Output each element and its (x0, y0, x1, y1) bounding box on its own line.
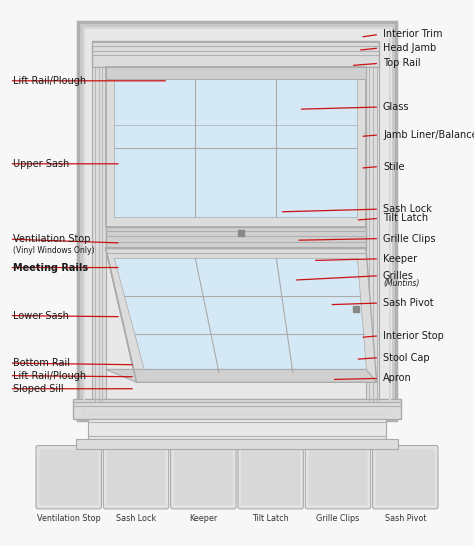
Bar (106, 67, 366, 79)
Text: Interior Trim: Interior Trim (383, 29, 443, 39)
Bar (114, 79, 357, 217)
FancyBboxPatch shape (305, 446, 371, 509)
Text: Apron: Apron (383, 373, 412, 383)
Text: Meeting Rails: Meeting Rails (13, 263, 88, 272)
FancyBboxPatch shape (373, 446, 438, 509)
Bar (366, 67, 379, 401)
Text: Head Jamb: Head Jamb (383, 43, 436, 53)
FancyBboxPatch shape (238, 446, 303, 509)
Bar (92, 67, 106, 401)
Text: (Muntins): (Muntins) (383, 280, 419, 288)
FancyBboxPatch shape (107, 449, 165, 505)
Text: Keeper: Keeper (383, 254, 417, 264)
Text: Ventilation Stop: Ventilation Stop (37, 514, 100, 523)
Bar (78, 22, 396, 420)
Text: Ventilation Stop: Ventilation Stop (13, 234, 91, 244)
Text: Sash Lock: Sash Lock (116, 514, 156, 523)
FancyBboxPatch shape (103, 446, 169, 509)
FancyBboxPatch shape (36, 446, 101, 509)
FancyBboxPatch shape (171, 446, 236, 509)
Text: Sash Pivot: Sash Pivot (383, 298, 434, 308)
Bar (84, 28, 390, 414)
Text: Lift Rail/Plough: Lift Rail/Plough (13, 371, 86, 381)
Text: Sash Lock: Sash Lock (383, 204, 432, 214)
Text: Sash Pivot: Sash Pivot (384, 514, 426, 523)
Text: Lift Rail/Plough: Lift Rail/Plough (13, 76, 86, 86)
Polygon shape (106, 370, 377, 382)
Bar (76, 439, 398, 449)
Text: Lower Sash: Lower Sash (13, 311, 69, 321)
Polygon shape (114, 258, 367, 372)
FancyBboxPatch shape (376, 449, 435, 505)
Polygon shape (106, 248, 377, 382)
Text: Interior Stop: Interior Stop (383, 331, 444, 341)
Polygon shape (106, 248, 375, 382)
Text: Glass: Glass (383, 102, 410, 112)
FancyBboxPatch shape (39, 449, 98, 505)
Text: Top Rail: Top Rail (383, 58, 420, 68)
Bar (78, 22, 396, 420)
Text: Keeper: Keeper (189, 514, 218, 523)
Bar (92, 41, 379, 67)
Text: Upper Sash: Upper Sash (13, 159, 70, 169)
FancyBboxPatch shape (241, 449, 300, 505)
Bar (81, 25, 393, 417)
Text: Jamb Liner/Balance: Jamb Liner/Balance (383, 130, 474, 140)
Bar (88, 419, 386, 439)
Text: Tilt Latch: Tilt Latch (383, 213, 428, 223)
Text: Grille Clips: Grille Clips (383, 234, 436, 244)
Bar (106, 67, 366, 227)
Text: Sloped Sill: Sloped Sill (13, 384, 64, 394)
Text: Grilles: Grilles (383, 271, 414, 281)
FancyBboxPatch shape (309, 449, 367, 505)
Text: Tilt Latch: Tilt Latch (252, 514, 289, 523)
Text: Stile: Stile (383, 162, 404, 171)
Bar (106, 227, 366, 248)
Text: Bottom Rail: Bottom Rail (13, 358, 70, 368)
Bar (73, 399, 401, 419)
Text: Grille Clips: Grille Clips (316, 514, 360, 523)
FancyBboxPatch shape (174, 449, 233, 505)
Text: (Vinyl Windows Only): (Vinyl Windows Only) (13, 246, 95, 254)
Text: Stool Cap: Stool Cap (383, 353, 429, 363)
